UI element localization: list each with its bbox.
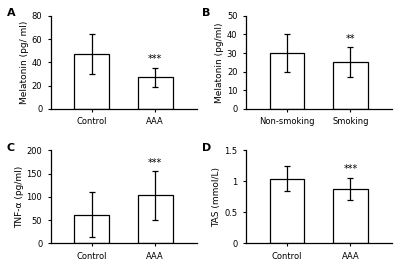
Bar <box>138 77 173 109</box>
Text: ***: *** <box>343 164 358 174</box>
Bar <box>333 189 368 243</box>
Text: B: B <box>202 8 210 19</box>
Text: **: ** <box>346 34 355 44</box>
Bar <box>270 53 304 109</box>
Bar <box>74 54 109 109</box>
Y-axis label: Melatonin (pg/ml): Melatonin (pg/ml) <box>215 22 224 102</box>
Bar <box>74 214 109 243</box>
Text: ***: *** <box>148 54 162 65</box>
Text: A: A <box>7 8 16 19</box>
Y-axis label: TAS (mmol/L): TAS (mmol/L) <box>212 167 222 227</box>
Y-axis label: Melatonin (pg/ ml): Melatonin (pg/ ml) <box>20 21 29 104</box>
Bar <box>333 62 368 109</box>
Text: C: C <box>7 143 15 153</box>
Bar <box>138 196 173 243</box>
Y-axis label: TNF-α (pg/ml): TNF-α (pg/ml) <box>15 166 24 228</box>
Text: ***: *** <box>148 158 162 168</box>
Bar <box>270 179 304 243</box>
Text: D: D <box>202 143 211 153</box>
